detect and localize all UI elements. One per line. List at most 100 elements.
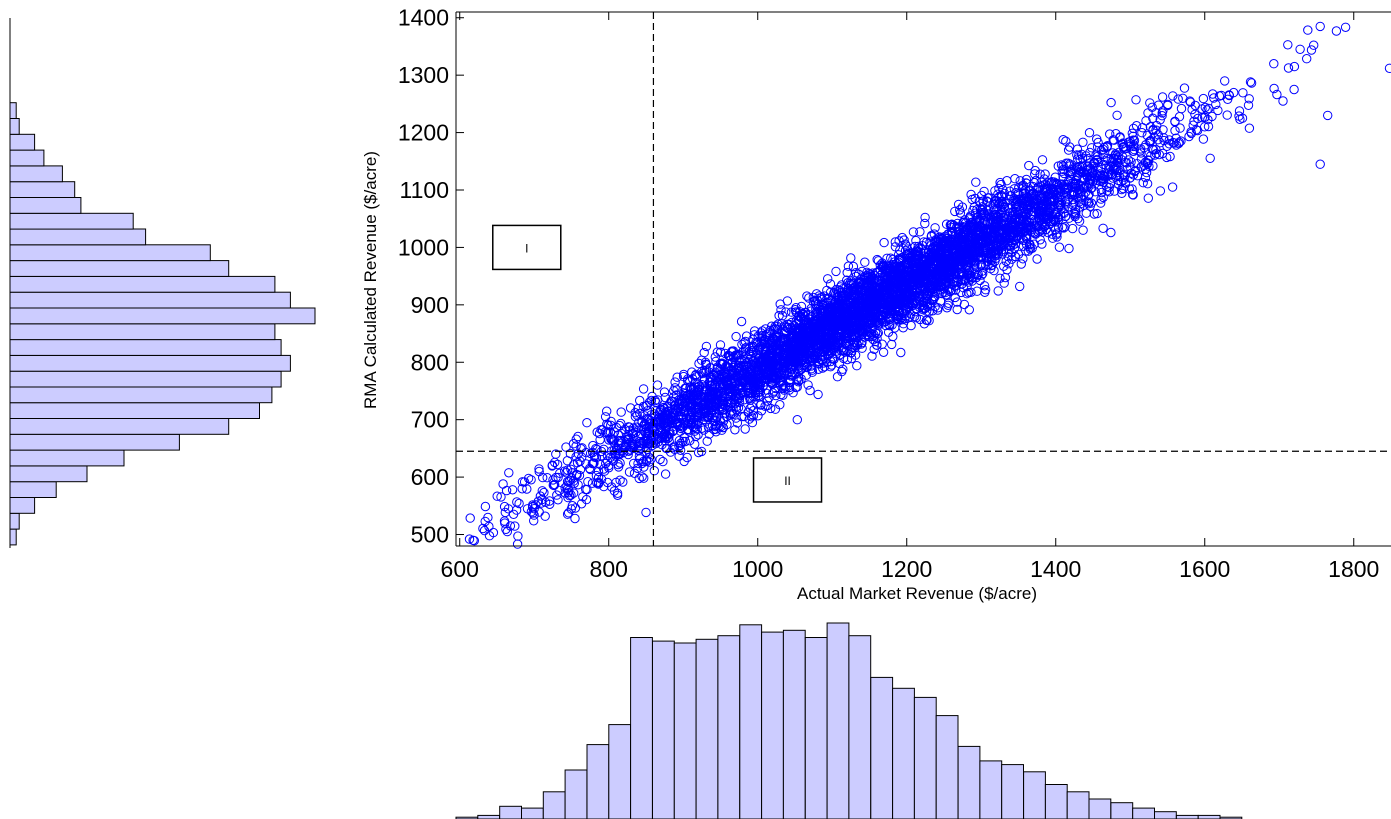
- scatter-point: [646, 454, 656, 464]
- scatter-point: [849, 323, 860, 333]
- scatter-point: [977, 209, 987, 220]
- scatter-point: [1093, 137, 1103, 148]
- scatter-point: [1052, 228, 1062, 238]
- x-hist-bar: [913, 696, 937, 819]
- scatter-point: [571, 441, 581, 451]
- scatter-point: [918, 303, 928, 313]
- scatter-point: [1173, 94, 1183, 104]
- scatter-point: [967, 194, 977, 205]
- scatter-point: [1021, 239, 1032, 250]
- scatter-point: [778, 363, 789, 373]
- scatter-point: [915, 227, 925, 237]
- scatter-point: [745, 363, 755, 373]
- scatter-point: [757, 345, 768, 355]
- scatter-point: [791, 382, 801, 393]
- scatter-point: [905, 289, 915, 299]
- scatter-point: [681, 413, 691, 423]
- scatter-point: [897, 314, 907, 325]
- scatter-point: [1200, 112, 1210, 123]
- y-hist-bar: [9, 449, 125, 467]
- scatter-point: [970, 269, 980, 280]
- y-hist-bar: [9, 275, 276, 293]
- scatter-point: [600, 412, 611, 422]
- scatter-point: [887, 280, 897, 291]
- scatter-point: [709, 370, 719, 380]
- scatter-point: [685, 412, 695, 422]
- scatter-point: [1237, 113, 1248, 123]
- scatter-point: [920, 257, 930, 267]
- scatter-point: [1103, 169, 1113, 179]
- scatter-point: [612, 488, 623, 498]
- scatter-point: [637, 472, 647, 482]
- scatter-point: [851, 327, 861, 337]
- y-hist-bar: [9, 197, 82, 214]
- x-hist-bar: [630, 637, 653, 819]
- scatter-point: [685, 382, 695, 393]
- scatter-point: [1074, 161, 1085, 172]
- scatter-point: [848, 309, 858, 319]
- scatter-point: [859, 310, 869, 320]
- scatter-point: [465, 513, 475, 523]
- scatter-point: [575, 456, 585, 466]
- scatter-point: [701, 341, 712, 352]
- scatter-point: [1015, 215, 1025, 226]
- x-hist-bar: [521, 807, 544, 819]
- scatter-point: [719, 399, 729, 409]
- scatter-point: [1148, 124, 1158, 135]
- scatter-point: [801, 341, 811, 351]
- scatter-point: [641, 423, 651, 433]
- scatter-point: [564, 485, 574, 496]
- scatter-point: [1193, 113, 1203, 124]
- scatter-point: [561, 468, 571, 478]
- scatter-point: [897, 232, 907, 243]
- scatter-point: [1003, 239, 1013, 249]
- scatter-point: [1063, 202, 1073, 212]
- scatter-point: [857, 315, 868, 326]
- y-hist-bar: [9, 323, 276, 341]
- scatter-point: [1109, 164, 1119, 175]
- scatter-point: [760, 374, 770, 384]
- x-hist-bar: [652, 640, 675, 819]
- x-hist-bar: [870, 676, 894, 819]
- scatter-point: [968, 205, 978, 216]
- scatter-point: [514, 498, 524, 509]
- scatter-point: [1009, 223, 1019, 233]
- scatter-point: [803, 380, 813, 390]
- scatter-point: [1153, 135, 1163, 145]
- x-hist-bar: [477, 814, 501, 819]
- scatter-point: [827, 360, 837, 370]
- scatter-point: [1047, 229, 1058, 239]
- scatter-point: [1143, 108, 1153, 118]
- scatter-point: [510, 521, 520, 531]
- scatter-point: [1010, 251, 1020, 262]
- scatter-point: [882, 284, 892, 294]
- x-hist-bar: [586, 744, 610, 819]
- scatter-point: [604, 435, 614, 445]
- scatter-point: [570, 503, 581, 513]
- scatter-point: [711, 407, 721, 418]
- scatter-point: [1129, 146, 1139, 157]
- scatter-point: [1303, 25, 1313, 35]
- scatter-point: [879, 237, 889, 248]
- scatter-point: [755, 352, 765, 363]
- scatter-point: [635, 395, 645, 406]
- scatter-point: [726, 355, 736, 365]
- scatter-point: [1191, 125, 1202, 135]
- scatter-point: [999, 202, 1009, 212]
- y-hist-bar: [9, 402, 260, 420]
- scatter-point: [730, 425, 740, 435]
- scatter-point: [699, 375, 710, 386]
- scatter-point: [822, 285, 832, 296]
- scatter-point: [670, 377, 680, 387]
- scatter-point: [815, 332, 826, 342]
- scatter-point: [805, 385, 815, 396]
- scatter-point: [615, 475, 625, 485]
- scatter-point: [877, 339, 887, 349]
- scatter-point: [1038, 219, 1048, 229]
- scatter-point: [813, 389, 823, 400]
- scatter-point: [755, 357, 765, 367]
- x-hist-bar: [1132, 807, 1155, 819]
- scatter-point: [957, 202, 968, 212]
- scatter-point: [965, 211, 976, 221]
